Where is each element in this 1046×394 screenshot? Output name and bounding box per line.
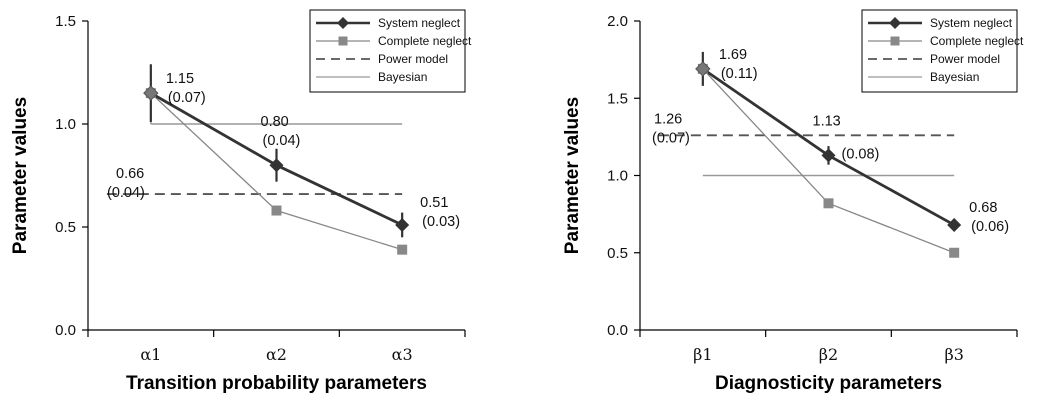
data-label-se: (0.11) (721, 66, 758, 82)
y-tick-label: 2.0 (607, 13, 628, 30)
point-system-neglect (143, 85, 159, 101)
y-tick-label: 0.5 (607, 245, 628, 262)
x-axis-title: Transition probability parameters (126, 373, 427, 394)
legend-marker (338, 36, 348, 46)
legend-marker (890, 36, 900, 46)
data-label-value: 1.69 (719, 47, 747, 63)
data-label-se: (0.08) (842, 146, 880, 162)
point-system-neglect (947, 217, 962, 232)
legend-marker (889, 17, 901, 29)
x-tick-label: β2 (819, 345, 838, 364)
point-complete-neglect (949, 247, 960, 258)
legend-label: System neglect (930, 16, 1013, 30)
x-tick-label: α2 (266, 345, 287, 364)
chart-transition-probability: 0.0 0.5 1.0 1.5 α1 α2 α3 Transition probability… (10, 9, 472, 394)
y-tick-label: 0.0 (607, 322, 628, 339)
data-label-value: 0.68 (969, 200, 997, 216)
point-system-neglect (395, 217, 410, 232)
data-label-value: 0.51 (420, 195, 448, 211)
data-label-se: (0.03) (422, 214, 460, 230)
data-label-se: (0.04) (263, 133, 301, 149)
legend-label: Complete neglect (930, 34, 1024, 48)
y-tick-label: 1.0 (607, 168, 628, 185)
legend: System neglect Complete neglect Power mode… (309, 9, 472, 93)
data-label-value: 1.13 (813, 113, 841, 129)
legend-label: Power model (930, 52, 1000, 66)
point-complete-neglect (397, 244, 408, 255)
point-system-neglect (695, 61, 711, 77)
legend-label: Bayesian (378, 70, 427, 84)
y-tick-label: 1.0 (55, 116, 76, 133)
point-complete-neglect (271, 205, 282, 216)
x-tick-label: α1 (140, 345, 161, 364)
data-label-value: 1.26 (654, 111, 682, 127)
x-tick-label: β3 (944, 345, 963, 364)
data-label-value: 0.66 (116, 166, 144, 182)
point-system-neglect (821, 148, 836, 163)
y-tick-label: 0.0 (55, 322, 76, 339)
y-axis-title: Parameter values (10, 97, 31, 254)
data-label-se: (0.07) (168, 90, 206, 106)
y-tick-label: 1.5 (607, 90, 628, 107)
y-tick-label: 1.5 (55, 13, 76, 30)
y-axis-title: Parameter values (562, 97, 583, 254)
x-tick-label: β1 (693, 345, 712, 364)
x-tick-label: α3 (392, 345, 413, 364)
data-label-se: (0.07) (652, 130, 690, 146)
point-complete-neglect (823, 198, 834, 209)
legend-label: Power model (378, 52, 448, 66)
point-system-neglect (269, 158, 284, 173)
data-label-value: 0.80 (261, 114, 289, 130)
x-axis-title: Diagnosticity parameters (715, 373, 942, 394)
legend-marker (337, 17, 349, 29)
legend-label: Complete neglect (378, 34, 472, 48)
legend-label: System neglect (378, 16, 461, 30)
legend: System neglect Complete neglect Power mode… (861, 9, 1024, 93)
data-label-value: 1.15 (166, 71, 194, 87)
legend-label: Bayesian (930, 70, 979, 84)
y-tick-label: 0.5 (55, 219, 76, 236)
data-label-se: (0.04) (107, 185, 145, 201)
data-label-se: (0.06) (971, 219, 1009, 235)
